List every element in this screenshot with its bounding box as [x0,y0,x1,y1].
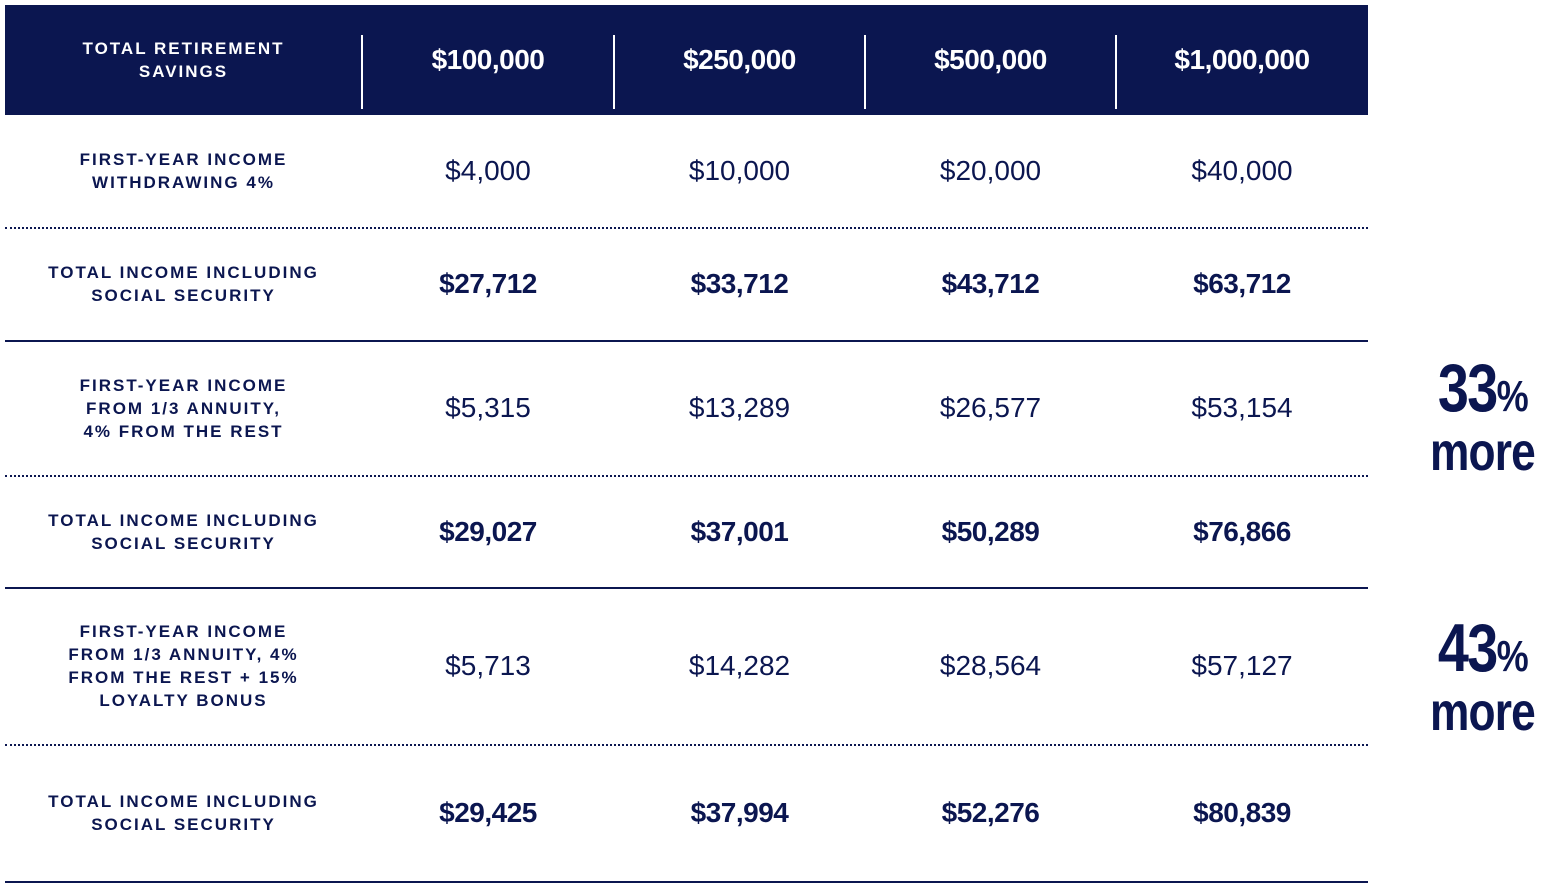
row-label-text: FIRST-YEAR INCOME WITHDRAWING 4% [79,150,288,192]
table-row: TOTAL INCOME INCLUDING SOCIAL SECURITY $2… [5,228,1368,342]
table-header: TOTAL RETIREMENT SAVINGS $100,000 $250,0… [5,5,1368,115]
row-value: $5,315 [445,392,531,423]
row-value: $43,712 [941,268,1040,299]
header-col-100k: $100,000 [431,44,545,75]
row-value: $33,712 [690,268,789,299]
table-row: TOTAL INCOME INCLUDING SOCIAL SECURITY $2… [5,745,1368,883]
callout-number: 43 [1437,610,1498,686]
row-value: $63,712 [1193,268,1291,299]
row-value: $40,000 [1191,155,1293,186]
table-row: TOTAL INCOME INCLUDING SOCIAL SECURITY $2… [5,476,1368,589]
row-value: $29,027 [439,515,537,547]
header-col-500k: $500,000 [934,44,1047,75]
callout-number: 33 [1437,350,1498,426]
callout-unit: % [1496,632,1529,681]
row-value: $57,127 [1191,650,1293,681]
row-value: $14,282 [688,650,791,681]
divider [613,35,615,109]
row-label: FIRST-YEAR INCOME WITHDRAWING 4% [5,115,362,227]
callout-unit: % [1496,372,1529,421]
header-col-1m: $1,000,000 [1174,44,1310,75]
row-value: $52,276 [941,797,1040,828]
row-value: $10,000 [688,155,791,186]
row-value: $27,712 [439,268,537,299]
divider [1115,35,1117,109]
row-value: $28,564 [939,650,1042,681]
row-value: $37,994 [690,797,789,828]
table-row: FIRST-YEAR INCOME WITHDRAWING 4% $4,000 $1… [5,115,1368,229]
row-label-text: TOTAL INCOME INCLUDING SOCIAL SECURITY [48,792,319,834]
table-row: FIRST-YEAR INCOME FROM 1/3 ANNUITY, 4% F… [5,341,1368,477]
callout-33-percent: 33% more [1423,354,1542,482]
row-value: $4,000 [445,155,531,186]
row-label-text: FIRST-YEAR INCOME FROM 1/3 ANNUITY, 4% F… [79,375,288,441]
row-value: $29,425 [439,797,537,828]
row-label: FIRST-YEAR INCOME FROM 1/3 ANNUITY, 4% F… [5,341,362,475]
row-label-text: TOTAL INCOME INCLUDING SOCIAL SECURITY [48,510,319,553]
divider [361,35,363,109]
row-label-text: TOTAL INCOME INCLUDING SOCIAL SECURITY [48,263,319,305]
row-value: $76,866 [1193,515,1291,547]
header-label: TOTAL RETIREMENT SAVINGS [5,5,362,115]
row-value: $5,713 [445,650,531,681]
row-label: TOTAL INCOME INCLUDING SOCIAL SECURITY [5,476,362,587]
callout-text: more [1429,422,1536,482]
header-label-text: TOTAL RETIREMENT SAVINGS [82,39,285,81]
callout-43-percent: 43% more [1423,614,1542,742]
row-value: $13,289 [688,392,791,423]
row-label: FIRST-YEAR INCOME FROM 1/3 ANNUITY, 4% F… [5,588,362,744]
row-value: $20,000 [939,155,1042,186]
row-value: $50,289 [941,515,1040,547]
row-value: $53,154 [1191,392,1293,423]
row-value: $80,839 [1193,797,1291,828]
header-col-250k: $250,000 [683,44,796,75]
divider [864,35,866,109]
row-value: $37,001 [690,515,789,547]
row-value: $26,577 [939,392,1042,423]
table-row: FIRST-YEAR INCOME FROM 1/3 ANNUITY, 4% F… [5,588,1368,746]
callout-text: more [1429,682,1536,742]
row-label: TOTAL INCOME INCLUDING SOCIAL SECURITY [5,745,362,881]
row-label: TOTAL INCOME INCLUDING SOCIAL SECURITY [5,228,362,340]
row-label-text: FIRST-YEAR INCOME FROM 1/3 ANNUITY, 4% F… [68,622,299,710]
